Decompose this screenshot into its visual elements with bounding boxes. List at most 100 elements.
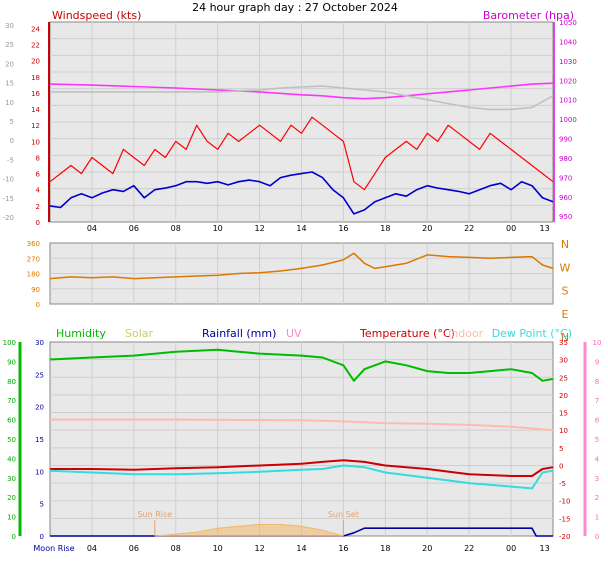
legend-humidity: Humidity (56, 327, 106, 340)
temp-x-tick: 14 (296, 544, 306, 553)
rain-axis-tick: 25 (35, 371, 44, 379)
temp-x-tick: 20 (422, 544, 432, 553)
wind-far-axis-tick: 15 (5, 80, 14, 88)
compass-label: E (562, 308, 569, 321)
series-humidity (49, 348, 554, 382)
series-barometer-grey (50, 85, 554, 111)
temp-x-tick: 06 (129, 544, 139, 553)
wind-far-axis-tick: -15 (3, 195, 14, 203)
wind-axis-tick: 4 (36, 187, 41, 195)
temp-axis-tick: 25 (559, 374, 568, 382)
wind-x-tick: 08 (171, 224, 181, 233)
wind-axis-tick: 24 (31, 25, 40, 33)
wind-x-tick: 04 (87, 224, 97, 233)
humidity-axis-tick: 80 (7, 378, 16, 386)
compass-label: S (562, 285, 569, 298)
legend-dewpoint: Dew Point (°C) (492, 327, 572, 340)
temp-axis-tick: 10 (559, 427, 568, 435)
rain-axis-tick: 10 (35, 468, 44, 476)
wind-axis-tick: 6 (36, 171, 41, 179)
temp-x-tick: 22 (464, 544, 474, 553)
rain-axis-tick: 5 (40, 501, 44, 509)
uv-axis-tick: 5 (595, 436, 599, 444)
baro-axis-tick: 1000 (559, 116, 577, 124)
wind-far-axis-tick: 10 (5, 99, 14, 107)
wind-far-axis-tick: 0 (10, 137, 14, 145)
wind-far-axis-tick: 25 (5, 41, 14, 49)
wind-x-tick: 22 (464, 224, 474, 233)
temp-x-tick: 00 (506, 544, 516, 553)
temp-axis-tick: 5 (559, 445, 563, 453)
legend-rainfall: Rainfall (mm) (202, 327, 276, 340)
temp-x-tick: 16 (338, 544, 348, 553)
temp-x-tick: 08 (171, 544, 181, 553)
baro-axis-tick: 970 (559, 174, 572, 182)
temp-x-tick: 18 (380, 544, 390, 553)
uv-axis-tick: 0 (595, 533, 599, 541)
series-gust (49, 116, 554, 191)
humidity-axis-tick: 50 (7, 436, 16, 444)
sun-marker-label: Sun Set (328, 510, 359, 519)
chart-title: 24 hour graph day : 27 October 2024 (192, 1, 398, 14)
baro-axis-tick: 1050 (559, 19, 577, 27)
wind-axis-tick: 12 (31, 122, 40, 130)
sun-marker-label: Sun Rise (137, 510, 172, 519)
temp-axis-tick: -10 (559, 498, 570, 506)
wind-axis-tick: 20 (31, 58, 40, 66)
rain-axis-tick: 0 (40, 533, 44, 541)
uv-axis-tick: 3 (595, 475, 599, 483)
uv-axis-tick: 9 (595, 358, 599, 366)
humidity-axis-tick: 10 (7, 514, 16, 522)
temp-x-tick: 12 (254, 544, 264, 553)
baro-axis-tick: 1030 (559, 58, 577, 66)
moon-rise-label: Moon Rise (33, 544, 74, 553)
direction-axis-tick: 0 (36, 301, 40, 309)
temp-x-tick: 13 (540, 544, 550, 553)
legend-uv: UV (286, 327, 302, 340)
wind-axis-label: Windspeed (kts) (52, 9, 141, 22)
wind-x-tick: 20 (422, 224, 432, 233)
series-temperature (50, 459, 554, 477)
uv-axis-tick: 1 (595, 514, 599, 522)
rain-axis-tick: 20 (35, 404, 44, 412)
wind-far-axis-tick: 20 (5, 60, 14, 68)
wind-axis-tick: 0 (36, 219, 40, 227)
uv-axis-tick: 7 (595, 397, 599, 405)
legend-temperature: Temperature (°C) (359, 327, 455, 340)
wind-far-axis-tick: -20 (3, 214, 14, 222)
humidity-axis-tick: 90 (7, 358, 16, 366)
uv-axis-tick: 6 (595, 417, 600, 425)
wind-axis-tick: 22 (31, 42, 40, 50)
series-dewpoint (49, 464, 554, 490)
wind-far-axis-tick: 5 (10, 118, 14, 126)
series-direction (49, 252, 554, 280)
wind-far-axis-tick: -5 (7, 156, 14, 164)
wind-axis-tick: 8 (36, 154, 40, 162)
humidity-axis-tick: 60 (7, 417, 16, 425)
rain-axis-tick: 30 (35, 339, 44, 347)
compass-label: N (561, 238, 569, 251)
series-barometer (49, 82, 554, 100)
direction-axis-tick: 90 (31, 286, 40, 294)
baro-axis-tick: 980 (559, 155, 572, 163)
baro-axis-tick: 1040 (559, 38, 577, 46)
compass-label: W (560, 261, 571, 274)
temp-axis-tick: 35 (559, 339, 568, 347)
series-solar (154, 523, 344, 537)
temp-axis-tick: -5 (559, 480, 566, 488)
legend-indoor: Indoor (448, 327, 484, 340)
series-rainfall (50, 527, 553, 537)
baro-axis-tick: 990 (559, 136, 572, 144)
compass-label: N (561, 331, 569, 344)
wind-axis-tick: 10 (31, 138, 40, 146)
humidity-axis-tick: 100 (3, 339, 16, 347)
wind-far-axis-tick: -10 (3, 176, 14, 184)
wind-far-axis-tick: 30 (5, 22, 14, 30)
temp-axis-tick: -20 (559, 533, 570, 541)
wind-axis-tick: 14 (31, 106, 40, 114)
temp-axis-tick: 30 (559, 357, 568, 365)
series-average (49, 171, 554, 215)
temp-axis-tick: 0 (559, 462, 563, 470)
